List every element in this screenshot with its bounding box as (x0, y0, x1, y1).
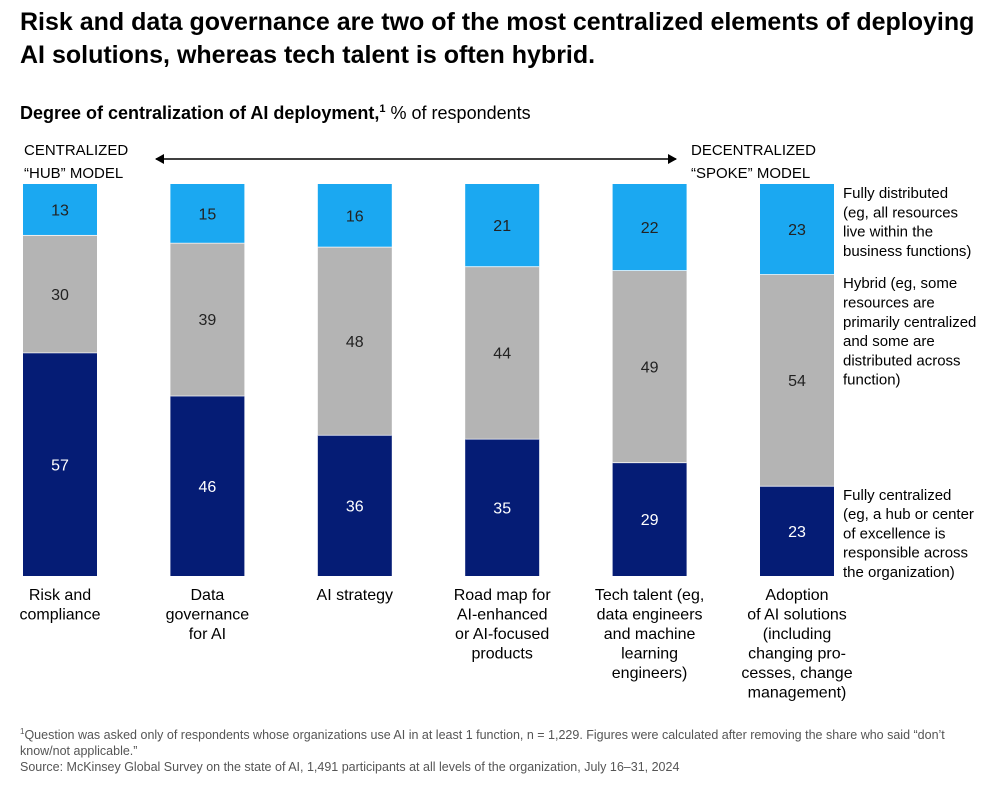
bar-segment (465, 266, 540, 439)
data-label: 54 (788, 373, 806, 390)
chart-subtitle: Degree of centralization of AI deploymen… (20, 103, 531, 124)
data-label: 22 (641, 220, 659, 237)
data-label: 15 (199, 206, 217, 223)
legend-layer: Fully centralized (eg, a hub or center of … (843, 185, 976, 581)
bar-segment (760, 274, 834, 486)
bar-segment (612, 184, 687, 271)
footnote-marker: 1 (379, 103, 386, 115)
footnotes: 1Question was asked only of respondents … (20, 724, 990, 775)
legend-entry: Fully centralized (eg, a hub or center of … (843, 487, 974, 581)
bar-segment (612, 270, 687, 463)
bar-segment (760, 485, 834, 576)
chart-title: Risk and data governance are two of the … (20, 8, 975, 69)
category-label: Tech talent (eg, data engineers and machin… (595, 587, 704, 682)
bar-segment (317, 184, 392, 247)
bar-segment (317, 434, 392, 576)
data-label: 35 (493, 500, 511, 517)
bar-segment (465, 184, 540, 267)
bar-segment (23, 184, 97, 235)
bar-segment (760, 184, 834, 275)
data-label: 46 (199, 479, 217, 496)
data-label: 23 (788, 524, 806, 541)
category-label: Adoption of AI solutions (including changin… (741, 587, 852, 702)
bar-segment (612, 462, 687, 576)
data-label: 48 (346, 334, 364, 351)
legend-entry: Fully distributed (eg, all resources live … (843, 185, 971, 260)
stacked-bar-chart: 57 30 13 Risk and compliance 46 39 15 Data govern… (20, 154, 976, 702)
bars-layer: 57 30 13 Risk and compliance 46 39 15 Data govern… (20, 184, 853, 702)
chart-units: % of respondents (390, 103, 531, 123)
decentralized-spoke-label: DECENTRALIZED “SPOKE” MODEL (691, 142, 817, 182)
data-label: 29 (641, 512, 659, 529)
bar-segment (23, 234, 97, 353)
category-label: Road map for AI-enhanced or AI-focused prod… (454, 587, 552, 663)
data-label: 44 (493, 346, 511, 363)
data-label: 16 (346, 208, 364, 225)
chart-subtitle-main: Degree of centralization of AI deploymen… (20, 103, 380, 123)
bar-segment (170, 242, 245, 396)
legend-entry: Hybrid (eg, some resources are primarily c… (843, 275, 976, 389)
category-label: AI strategy (317, 587, 393, 604)
category-label: Risk and compliance (20, 587, 101, 624)
bar-segment (170, 184, 245, 243)
bar-segment (465, 438, 540, 576)
data-label: 13 (51, 202, 69, 219)
data-label: 21 (493, 218, 511, 235)
data-label: 23 (788, 222, 806, 239)
data-label: 39 (199, 312, 217, 329)
bar-segment (23, 352, 97, 576)
centralized-hub-label: CENTRALIZED “HUB” MODEL (24, 142, 129, 182)
data-label: 57 (51, 457, 69, 474)
data-label: 49 (641, 359, 659, 376)
bar-segment (317, 246, 392, 435)
category-label: Data governance for AI (166, 587, 250, 643)
footnote-source: Source: McKinsey Global Survey on the st… (20, 760, 680, 775)
footnote-note: 1Question was asked only of respondents … (20, 727, 945, 759)
data-label: 36 (346, 498, 364, 515)
data-label: 30 (51, 287, 69, 304)
bar-segment (170, 395, 245, 576)
